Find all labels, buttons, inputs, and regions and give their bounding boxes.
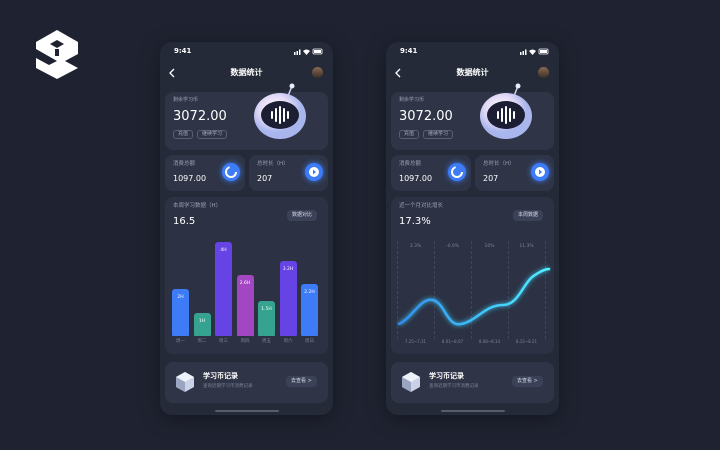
- x-label: 周三: [219, 339, 228, 344]
- chart-card: 近一个月对比增长 17.3% 本周数据 3.3% 7.25~7.31 -0.0% 8.01~…: [391, 197, 554, 354]
- stat-label: 消费总额: [399, 161, 422, 167]
- trend-curve: [397, 267, 551, 327]
- stat-icon: [448, 163, 466, 181]
- x-label: 8.15~8.21: [515, 339, 538, 344]
- bar-label: 2.2H: [304, 290, 315, 296]
- x-label: 8.01~8.07: [441, 339, 464, 344]
- stat-value: 1097.00: [399, 174, 433, 183]
- bar: [236, 274, 254, 336]
- record-subtitle: 查询近期学习币消费记录: [203, 384, 253, 389]
- continue-button[interactable]: 继续学习: [423, 130, 454, 139]
- balance-label: 剩余学习币: [173, 97, 199, 103]
- status-icons: [294, 48, 323, 55]
- status-time: 9:41: [400, 47, 418, 55]
- stat-card: 总时长（H） 207: [249, 155, 328, 191]
- bar: [193, 312, 211, 336]
- record-title: 学习币记录: [429, 372, 464, 380]
- chart-title: 本周学习数据（H）: [173, 203, 222, 209]
- bar: [215, 242, 232, 336]
- column-label: 11.3%: [519, 244, 534, 249]
- phone: 9:41 数据统计剩余学习币 3072.00 充值 继续学习 消费总额 1097.00 总时…: [160, 42, 333, 415]
- chart-toggle-button[interactable]: 数据对比: [287, 210, 318, 221]
- record-card: 学习币记录查询近期学习币消费记录 去查看 >: [391, 362, 554, 403]
- bar-label: 2H: [177, 295, 184, 300]
- stat-value: 207: [483, 174, 499, 183]
- status-time: 9:41: [174, 47, 192, 55]
- phone: 9:41 数据统计剩余学习币 3072.00 充值 继续学习 消费总额 1097.00 总时…: [386, 42, 559, 415]
- chart-title: 近一个月对比增长: [399, 203, 444, 209]
- x-label: 8.08~8.14: [478, 339, 501, 344]
- stat-label: 总时长（H）: [257, 161, 289, 167]
- record-icon: [176, 372, 194, 392]
- bar-label: 1.5H: [261, 306, 272, 312]
- record-subtitle: 查询近期学习币消费记录: [429, 384, 479, 389]
- x-label: 周五: [262, 339, 271, 344]
- balance-value: 3072.00: [173, 109, 227, 124]
- chart-value: 17.3%: [399, 216, 431, 227]
- x-label: 周一: [176, 339, 185, 344]
- column-label: 10%: [484, 244, 495, 249]
- view-button[interactable]: 去查看 >: [286, 376, 317, 387]
- record-icon: [402, 372, 420, 392]
- bar-label: 2.6H: [239, 280, 251, 286]
- robot-illustration: [252, 82, 308, 148]
- x-label: 周二: [197, 339, 207, 344]
- record-title: 学习币记录: [203, 372, 238, 380]
- record-card: 学习币记录查询近期学习币消费记录 去查看 >: [165, 362, 328, 403]
- stat-icon: [222, 163, 240, 181]
- x-label: 周日: [305, 339, 314, 344]
- bar-label: 3.2H: [282, 266, 294, 272]
- bar: [279, 260, 297, 336]
- recharge-button[interactable]: 充值: [399, 130, 420, 139]
- bar: [301, 284, 318, 336]
- back-button[interactable]: [168, 68, 176, 78]
- stat-icon: [305, 163, 323, 181]
- view-button[interactable]: 去查看 >: [512, 376, 543, 387]
- recharge-button[interactable]: 充值: [173, 130, 194, 139]
- grid-line: [471, 241, 472, 339]
- balance-value: 3072.00: [399, 109, 453, 124]
- home-indicator: [215, 410, 279, 412]
- chart-value: 16.5: [173, 216, 196, 227]
- continue-button[interactable]: 继续学习: [197, 130, 228, 139]
- avatar[interactable]: [538, 67, 549, 78]
- stat-card: 消费总额 1097.00: [391, 155, 471, 191]
- balance-label: 剩余学习币: [399, 97, 425, 103]
- chart-toggle-button[interactable]: 本周数据: [513, 210, 544, 221]
- status-icons: [520, 48, 549, 55]
- stat-label: 消费总额: [173, 161, 196, 167]
- home-indicator: [441, 410, 505, 412]
- stat-value: 207: [257, 174, 273, 183]
- bar-label: 1H: [198, 318, 206, 324]
- x-label: 7.25~7.31: [404, 339, 427, 344]
- bar-label: 4H: [220, 248, 227, 253]
- nav-title: 数据统计: [456, 68, 489, 77]
- column-label: 3.3%: [409, 244, 422, 249]
- grid-line: [508, 241, 509, 339]
- grid-line: [397, 241, 398, 339]
- nav-title: 数据统计: [230, 68, 263, 77]
- chart-card: 本周学习数据（H） 16.5 数据对比 2H 周一 1H 周二 4H 周三 2.6H 周四 1.5H 周…: [165, 197, 328, 354]
- x-label: 周六: [283, 339, 293, 344]
- logo: [36, 30, 78, 79]
- back-button[interactable]: [394, 68, 402, 78]
- grid-line: [545, 241, 546, 339]
- column-label: -0.0%: [445, 244, 460, 249]
- x-label: 周四: [240, 339, 250, 344]
- stat-card: 总时长（H） 207: [475, 155, 554, 191]
- robot-illustration: [478, 82, 534, 148]
- stat-icon: [531, 163, 549, 181]
- stat-value: 1097.00: [173, 174, 207, 183]
- grid-line: [434, 241, 435, 339]
- bar: [258, 300, 275, 336]
- stat-card: 消费总额 1097.00: [165, 155, 245, 191]
- stat-label: 总时长（H）: [483, 161, 515, 167]
- avatar[interactable]: [312, 67, 323, 78]
- bar: [172, 289, 189, 336]
